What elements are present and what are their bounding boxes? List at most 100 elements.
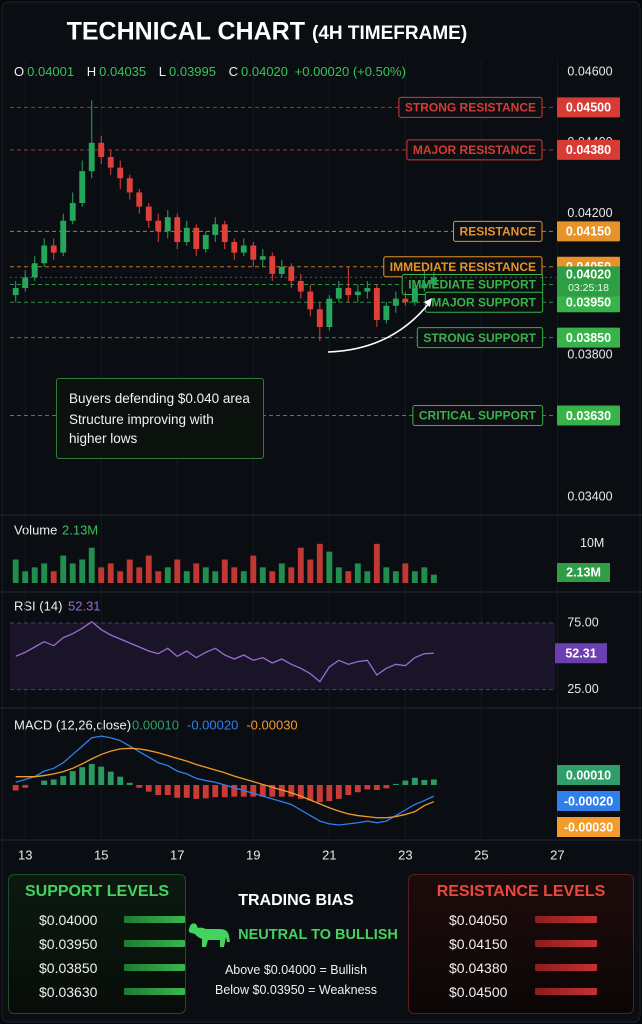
volume-bar [126, 559, 133, 583]
macd-histogram-bar [364, 785, 371, 790]
trend-arrow [327, 301, 431, 353]
countdown: 03:25:18 [568, 282, 609, 294]
macd-histogram-bar [98, 766, 105, 785]
candle-body [297, 280, 304, 292]
macd-histogram-bar [107, 771, 114, 785]
macd-histogram-bar [269, 785, 276, 797]
volume-bar [136, 567, 143, 583]
candle-body [354, 291, 361, 296]
candle-body [231, 242, 238, 253]
ohlc-key: L [158, 64, 166, 79]
panel-title: RSI (14) [14, 598, 62, 613]
level-row: $0.03950 [39, 935, 185, 952]
level-bar [535, 916, 597, 923]
bias-rule: Above $0.04000 = Bullish [224, 963, 368, 977]
level: $0.03850 [39, 959, 98, 976]
ohlc-value: 0.03995 [169, 64, 216, 79]
ohlc-key: C [228, 64, 239, 79]
level-row: $0.04150 [449, 935, 633, 952]
macd-histogram-bar [288, 785, 295, 797]
macd-histogram-bar [193, 785, 200, 799]
level-row: $0.03630 [39, 983, 185, 1000]
macd-histogram-bar [126, 782, 133, 785]
candle-body [269, 256, 276, 274]
candle-body [430, 277, 437, 285]
candle-body [60, 220, 67, 253]
candle-body [392, 298, 399, 306]
volume-bar [193, 563, 200, 583]
level-name: STRONG SUPPORT [423, 331, 536, 345]
x-tick-label: 15 [94, 847, 108, 862]
candle-body [12, 288, 19, 296]
y-tick-label: 0.03400 [567, 489, 612, 503]
macd-histogram-bar [392, 783, 399, 785]
candle-body [41, 245, 48, 264]
candle-body [288, 266, 295, 281]
candle-body [193, 227, 200, 250]
candle-body [107, 157, 114, 168]
candle-body [364, 288, 371, 292]
price-box-label: 0.03950 [566, 296, 611, 310]
macd-histogram-bar [88, 763, 95, 785]
volume-bar [240, 571, 247, 583]
readout-box [557, 791, 620, 811]
level-tag [406, 139, 543, 161]
candle-body [98, 142, 105, 157]
volume-bar [335, 567, 342, 583]
level-row: $0.04380 [449, 959, 633, 976]
candle-body [22, 277, 29, 289]
macd-histogram-bar [174, 785, 181, 798]
volume-bar [421, 567, 428, 583]
y-tick-label: 10M [580, 536, 604, 550]
level-name: CRITICAL SUPPORT [419, 409, 537, 423]
candle-body [69, 203, 76, 221]
annotation-box: Buyers defending $0.040 area Structure i… [56, 378, 264, 459]
candle-body [373, 288, 380, 320]
candle-body [402, 298, 409, 303]
macd-histogram-bar [345, 785, 352, 795]
ohlc-key: O [14, 64, 25, 79]
macd-histogram-bar [278, 785, 285, 797]
macd-histogram-bar [354, 785, 361, 793]
readout-box [555, 643, 607, 664]
volume-bar [402, 563, 409, 583]
volume-bar [88, 547, 95, 583]
ohlc-readout: O 0.04001 H 0.04035 L 0.03995 C 0.04020 +0.0… [14, 64, 406, 79]
candle-body [79, 171, 86, 204]
volume-bar [107, 563, 114, 583]
candle-body [155, 220, 162, 232]
volume-bar [392, 571, 399, 583]
candle-body [221, 224, 228, 242]
level-tag [412, 405, 544, 427]
level-row: $0.03850 [39, 959, 185, 976]
macd-histogram-bar [117, 776, 124, 785]
macd-histogram-bar [335, 785, 342, 799]
level-tag [453, 220, 543, 242]
rsi-line [15, 620, 434, 683]
level-row: $0.04000 [39, 911, 185, 928]
bull-icon [188, 923, 231, 947]
volume-bar [155, 571, 162, 583]
macd-readout: 0.00010 [132, 717, 179, 732]
volume-bar [269, 571, 276, 583]
ohlc-key: H [86, 64, 97, 79]
level-tag [416, 327, 544, 349]
volume-bar [60, 555, 67, 583]
volume-bar [69, 563, 76, 583]
macd-histogram-bar [136, 785, 143, 788]
level: $0.03630 [39, 983, 98, 1000]
volume-bar [174, 559, 181, 583]
macd-line [15, 747, 435, 819]
volume-bar [364, 571, 371, 583]
ohlc-value: 0.04035 [99, 64, 147, 79]
ohlc-value: 0.04020 [241, 64, 289, 79]
level-row: $0.04500 [449, 983, 633, 1000]
level: $0.03950 [39, 935, 98, 952]
candle-body [202, 234, 209, 250]
level: $0.04380 [449, 959, 508, 976]
macd-readout: -0.00020 [187, 717, 238, 732]
volume-bar [31, 567, 38, 583]
candle-body [126, 178, 133, 193]
level-name: STRONG RESISTANCE [405, 101, 536, 115]
candle-body [383, 305, 390, 320]
